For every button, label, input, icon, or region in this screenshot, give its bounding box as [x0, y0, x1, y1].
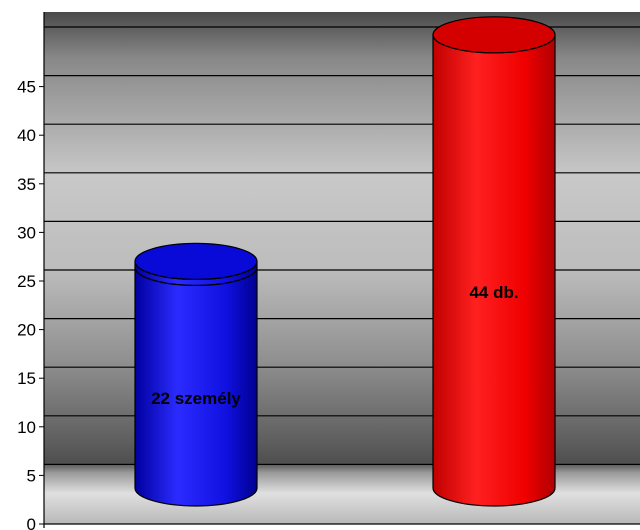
y-tick-label: 10	[17, 418, 36, 437]
bar-cylinder-body	[134, 261, 258, 507]
y-tick-label: 45	[17, 78, 36, 97]
bar-data-label: 22 személy	[151, 389, 241, 408]
y-tick-label: 40	[17, 126, 36, 145]
bar-data-label: 44 db.	[469, 283, 518, 302]
y-tick-label: 25	[17, 272, 36, 291]
y-tick-label: 20	[17, 321, 36, 340]
bar-cylinder-top	[432, 16, 556, 54]
y-tick-label: 0	[27, 515, 36, 530]
y-tick-label: 35	[17, 175, 36, 194]
y-tick-label: 5	[27, 466, 36, 485]
bar-cylinder-body	[432, 34, 556, 507]
bar-cylinder-top	[134, 242, 258, 280]
y-tick-label: 15	[17, 369, 36, 388]
y-tick-label: 30	[17, 223, 36, 242]
bar-cylinder-rim	[134, 267, 258, 286]
